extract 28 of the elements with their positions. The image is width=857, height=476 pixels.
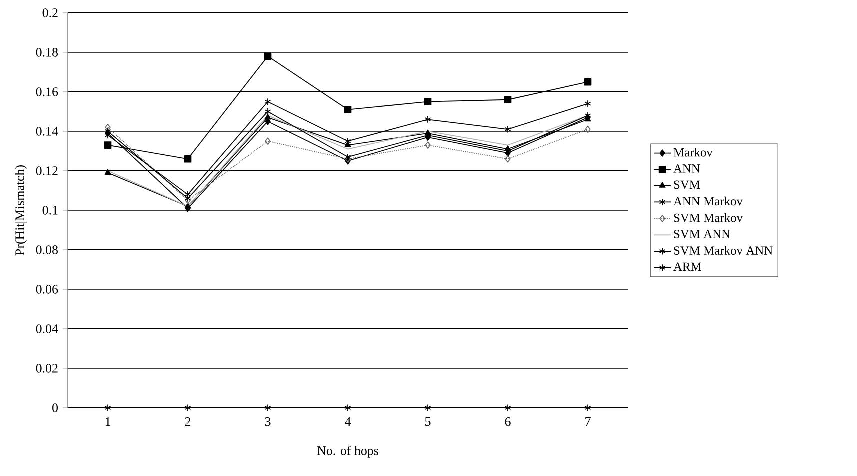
x-tick-label: 3 (265, 418, 271, 426)
legend-label: ARM (674, 262, 702, 272)
legend-label: SVM Markov (674, 213, 744, 222)
legend-label: SVM Markov ANN (674, 246, 773, 256)
y-tick-label: 0.04 (36, 324, 58, 334)
y-tick-label: 0.1 (42, 206, 58, 215)
y-tick-label: 0.2 (42, 8, 58, 18)
x-tick-label: 4 (345, 417, 352, 426)
legend-label: ANN Markov (674, 196, 744, 206)
y-tick-label: 0.14 (36, 127, 58, 136)
y-tick-label: 0 (52, 404, 58, 412)
x-tick-label: 2 (185, 418, 191, 426)
legend-label: Markov (674, 148, 713, 157)
y-tick-label: 0.02 (36, 364, 58, 373)
legend-label: ANN (674, 164, 700, 173)
y-tick-label: 0.06 (36, 285, 58, 294)
x-axis-title: No. of hops (317, 446, 378, 458)
x-tick-label: 6 (505, 418, 511, 426)
x-tick-label: 5 (426, 417, 431, 426)
legend-label: SVM ANN (674, 230, 730, 238)
y-tick-label: 0.08 (36, 246, 58, 254)
y-tick-label: 0.18 (36, 48, 58, 57)
x-tick-label: 1 (106, 418, 110, 426)
y-tick-label: 0.12 (36, 166, 58, 176)
y-axis-title: Pr(Hit|Mismatch) (15, 166, 27, 256)
y-tick-label: 0.16 (36, 88, 58, 96)
x-tick-label: 7 (586, 417, 591, 426)
legend-label: SVM (674, 180, 700, 190)
